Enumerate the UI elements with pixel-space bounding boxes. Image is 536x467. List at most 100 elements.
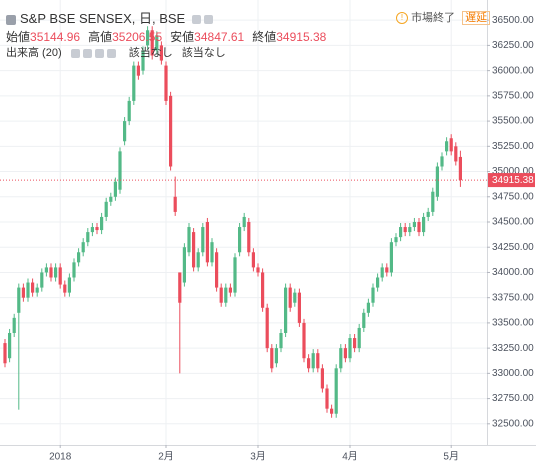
candle-body <box>307 358 311 369</box>
candle-body <box>302 322 306 359</box>
candle-body <box>150 30 154 56</box>
y-tick-label: 33750.00 <box>492 292 534 303</box>
icon[interactable] <box>203 15 213 25</box>
y-tick-label: 35750.00 <box>492 91 534 102</box>
y-tick-label: 34750.00 <box>492 191 534 202</box>
candle-body <box>440 156 444 167</box>
candle-body <box>8 332 12 359</box>
candle-body <box>385 267 389 273</box>
candle-body <box>403 227 407 233</box>
candle-body <box>293 292 297 303</box>
y-tick-label: 35500.00 <box>492 116 534 127</box>
candle-body <box>146 30 150 46</box>
warning-icon: ! <box>396 12 408 25</box>
candle-body <box>339 348 343 369</box>
candle-body <box>316 353 320 369</box>
candle-body <box>449 138 453 152</box>
y-tick-label: 35000.00 <box>492 166 534 177</box>
candle-body <box>399 227 403 238</box>
candle-body <box>3 343 7 364</box>
candle-body <box>330 408 334 414</box>
y-tick-label: 36250.00 <box>492 40 534 51</box>
candle-body <box>233 257 237 293</box>
candle-body <box>182 247 186 283</box>
candle-body <box>288 287 292 308</box>
x-tick-label: 2018 <box>49 452 72 463</box>
status: ! 市場終了 遅延 <box>396 9 491 25</box>
candle-body <box>219 287 223 303</box>
candle-body <box>100 216 104 231</box>
candle-body <box>169 95 173 167</box>
candle-body <box>297 292 301 323</box>
candle-body <box>431 191 435 212</box>
candle-body <box>343 348 347 359</box>
candle-body <box>35 287 39 293</box>
volume-value: 該当なし <box>128 47 173 59</box>
candle-body <box>256 267 260 273</box>
candle-body <box>155 35 159 51</box>
candle-body <box>210 242 214 263</box>
candle-body <box>86 232 90 243</box>
candle-body <box>320 368 324 389</box>
candle-body <box>123 121 127 142</box>
ohlc-label: 高値 <box>88 30 113 44</box>
icon[interactable] <box>106 48 116 58</box>
candle-body <box>454 146 458 162</box>
candle-body <box>279 332 283 349</box>
candle-body <box>357 327 361 349</box>
y-tick-label: 34500.00 <box>492 217 534 228</box>
candle-body <box>17 287 21 313</box>
candle-body <box>389 242 393 273</box>
market-status: 市場終了 <box>411 12 456 24</box>
candle-body <box>353 338 357 349</box>
candle-body <box>173 196 177 212</box>
last-price-box <box>488 173 535 188</box>
candle-body <box>247 221 251 253</box>
candles <box>3 26 462 418</box>
candle-body <box>95 227 99 231</box>
delay-badge: 遅延 <box>462 11 491 25</box>
candle-body <box>408 227 412 233</box>
candle-body <box>90 227 94 233</box>
ohlc-value: 34915.38 <box>276 30 327 44</box>
candle-body <box>422 216 426 233</box>
candle-body <box>215 252 219 288</box>
volume-label: 出来高 (20) <box>6 47 62 59</box>
candle-body <box>26 282 30 298</box>
candle-body <box>127 100 131 122</box>
y-tick-label: 33500.00 <box>492 318 534 329</box>
candle-body <box>228 287 232 293</box>
candle-body <box>44 267 48 273</box>
candle-body <box>12 317 16 333</box>
icon[interactable] <box>94 48 104 58</box>
grid <box>0 0 487 445</box>
ohlc-label: 始値 <box>6 30 31 44</box>
candle-body <box>435 166 439 197</box>
candle-body <box>81 242 85 253</box>
icon[interactable] <box>82 48 92 58</box>
y-tick-label: 34000.00 <box>492 267 534 278</box>
candle-body <box>366 302 370 313</box>
candle-body <box>187 227 191 253</box>
candle-body <box>159 45 163 61</box>
candle-body <box>417 221 421 233</box>
candle-body <box>224 287 228 303</box>
candle-body <box>362 312 366 328</box>
candle-body <box>21 287 25 298</box>
candle-body <box>458 156 462 181</box>
symbol-icon <box>6 14 16 25</box>
ohlc-label: 終値 <box>252 30 277 44</box>
y-tick-label: 34250.00 <box>492 242 534 253</box>
candle-body <box>136 65 140 76</box>
x-tick-label: 2月 <box>158 451 174 463</box>
candle-body <box>376 277 380 288</box>
candle-body <box>205 221 209 263</box>
candle-body <box>113 181 117 197</box>
chart-title: S&P BSE SENSEX, 日, BSE <box>20 11 186 26</box>
candle-body <box>380 267 384 278</box>
candle-body <box>192 232 196 268</box>
icon[interactable] <box>70 48 80 58</box>
icon[interactable] <box>191 15 201 25</box>
candle-body <box>325 388 329 409</box>
